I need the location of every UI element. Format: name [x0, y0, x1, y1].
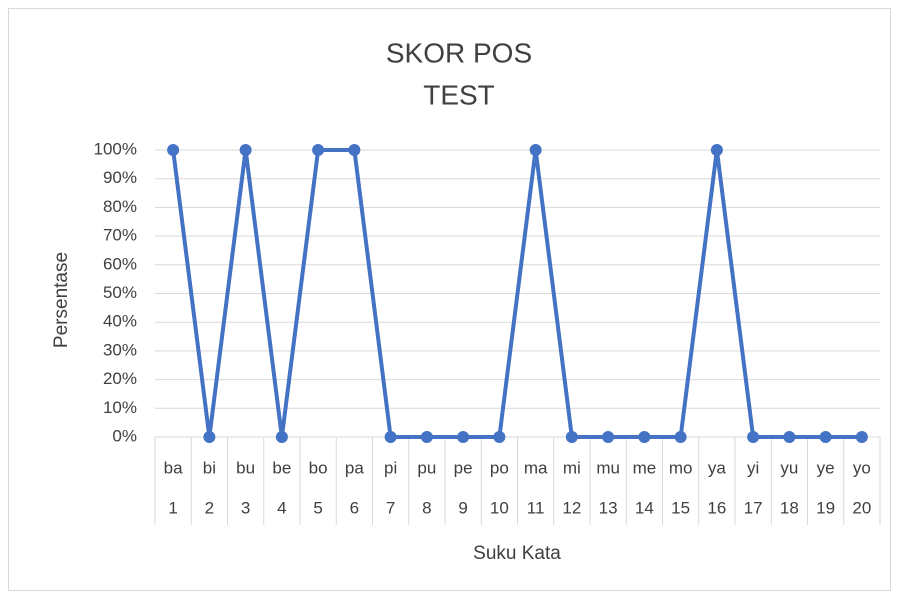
x-tick-label: ma [524, 458, 548, 477]
x-tick-label: mi [563, 458, 581, 477]
x-tick-label: po [490, 458, 509, 477]
x-tick-number: 20 [852, 498, 871, 517]
x-tick-number: 5 [313, 498, 322, 517]
line-marker [420, 431, 433, 443]
x-tick-number: 18 [780, 498, 799, 517]
x-tick-label: bi [203, 458, 216, 477]
line-marker [493, 431, 506, 443]
y-tick-label: 30% [103, 340, 137, 359]
y-axis-title: Persentase [51, 252, 72, 348]
x-tick-label: yo [853, 458, 871, 477]
x-tick-number: 2 [205, 498, 214, 517]
line-marker [783, 431, 796, 443]
line-marker [457, 431, 470, 443]
x-tick-label: bo [309, 458, 328, 477]
x-tick-number: 9 [458, 498, 467, 517]
x-tick-number: 7 [386, 498, 395, 517]
x-tick-number: 10 [490, 498, 509, 517]
x-tick-label: ye [817, 458, 835, 477]
y-tick-label: 50% [103, 283, 137, 302]
line-marker [348, 144, 361, 156]
x-tick-label: ya [708, 458, 727, 477]
x-tick-label: mu [596, 458, 620, 477]
y-tick-label: 80% [103, 197, 137, 216]
line-marker [855, 431, 868, 443]
y-tick-label: 100% [94, 139, 137, 158]
line-marker [312, 144, 325, 156]
x-tick-number: 13 [599, 498, 618, 517]
line-marker [384, 431, 397, 443]
x-tick-label: pu [417, 458, 436, 477]
x-tick-label: pi [384, 458, 397, 477]
x-tick-number: 8 [422, 498, 431, 517]
x-tick-number: 12 [562, 498, 581, 517]
y-tick-label: 90% [103, 168, 137, 187]
x-tick-number: 17 [744, 498, 763, 517]
y-tick-label: 10% [103, 398, 137, 417]
x-tick-number: 6 [350, 498, 359, 517]
x-tick-number: 3 [241, 498, 250, 517]
line-marker [239, 144, 252, 156]
x-tick-number: 15 [671, 498, 690, 517]
x-tick-number: 16 [707, 498, 726, 517]
y-tick-label: 60% [103, 254, 137, 273]
y-tick-label: 0% [112, 426, 137, 445]
x-tick-number: 4 [277, 498, 286, 517]
line-marker [167, 144, 180, 156]
y-tick-label: 20% [103, 369, 137, 388]
chart-title: SKOR POS [386, 37, 532, 68]
x-tick-label: pe [454, 458, 473, 477]
x-tick-label: yu [780, 458, 798, 477]
x-tick-label: be [272, 458, 291, 477]
line-marker [819, 431, 832, 443]
x-tick-label: bu [236, 458, 255, 477]
x-tick-label: mo [669, 458, 693, 477]
line-marker [565, 431, 578, 443]
line-marker [275, 431, 288, 443]
x-tick-label: me [633, 458, 657, 477]
x-tick-label: pa [345, 458, 364, 477]
y-tick-label: 70% [103, 226, 137, 245]
chart-title: TEST [423, 79, 495, 110]
x-tick-label: ba [164, 458, 183, 477]
line-marker [529, 144, 542, 156]
x-tick-number: 1 [168, 498, 177, 517]
line-marker [602, 431, 615, 443]
line-marker [710, 144, 723, 156]
line-series [171, 148, 862, 439]
line-marker [747, 431, 760, 443]
line-marker [638, 431, 651, 443]
x-axis-title: Suku Kata [473, 543, 561, 564]
x-tick-number: 19 [816, 498, 835, 517]
y-tick-label: 40% [103, 312, 137, 331]
x-tick-number: 11 [527, 498, 545, 517]
line-marker [674, 431, 687, 443]
x-tick-label: yi [747, 458, 759, 477]
x-tick-number: 14 [635, 498, 654, 517]
line-marker [203, 431, 216, 443]
